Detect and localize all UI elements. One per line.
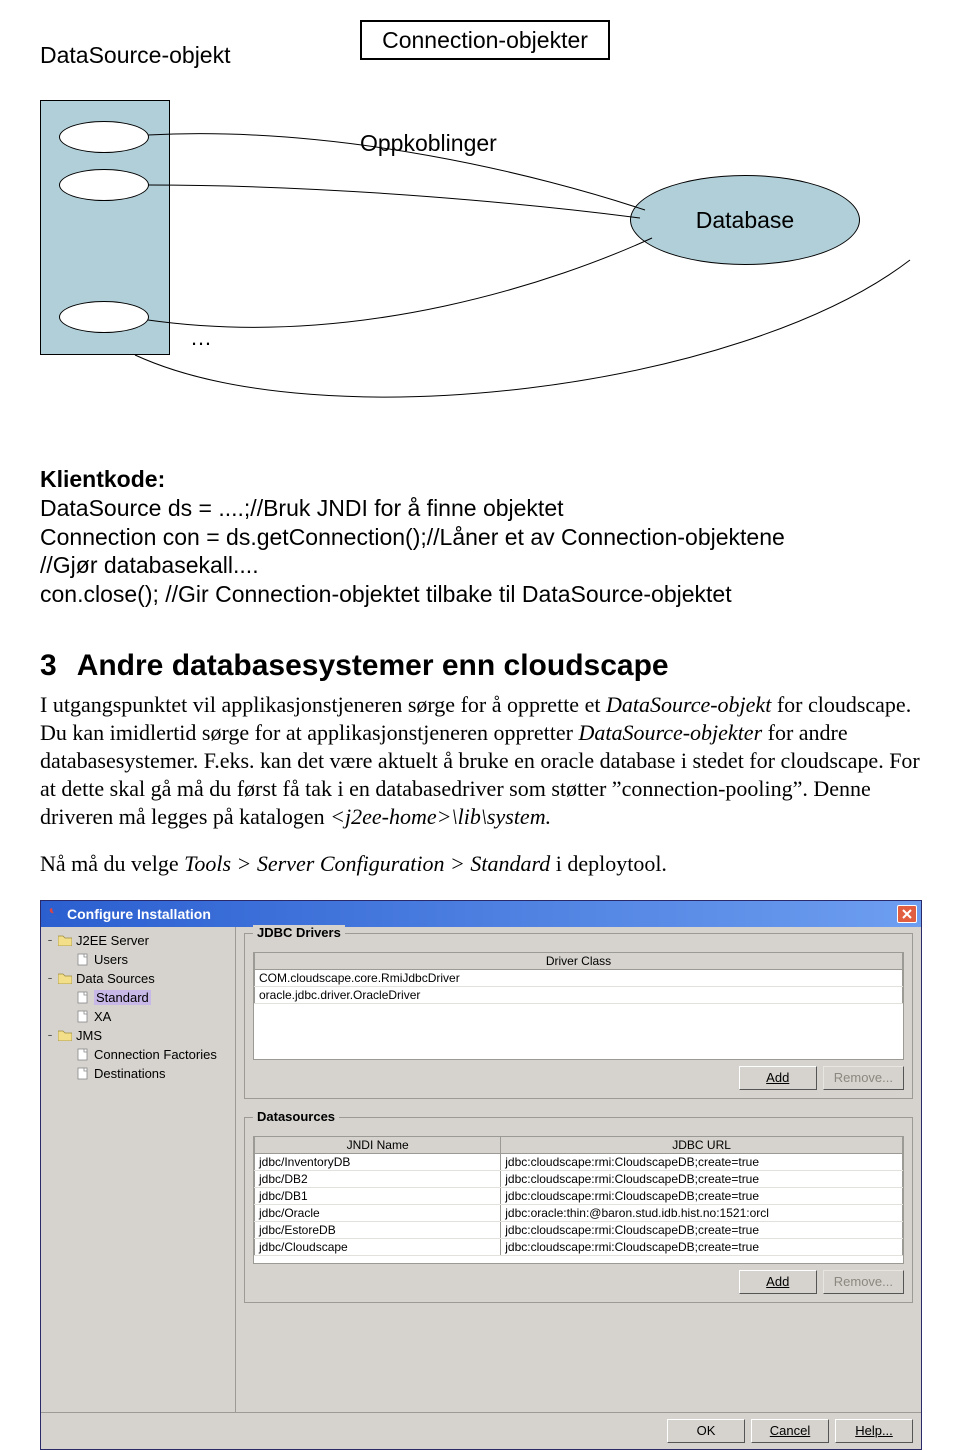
database-node: Database xyxy=(630,175,860,265)
nav-tree: - J2EE Server Users - Data Sources Standard XA… xyxy=(41,927,236,1412)
tree-collapse-icon[interactable]: - xyxy=(43,971,57,986)
drivers-table[interactable]: Driver Class COM.cloudscape.core.RmiJdbc… xyxy=(254,953,903,1005)
code-line: con.close(); //Gir Connection-objektet t… xyxy=(40,580,920,609)
tree-collapse-icon[interactable]: - xyxy=(43,933,57,948)
body-paragraph-2: Nå må du velge Tools > Server Configurat… xyxy=(40,850,920,878)
ds-col-jndi: JNDI Name xyxy=(255,1137,501,1154)
tree-item-selected[interactable]: Standard xyxy=(43,988,233,1007)
pool-connection-3 xyxy=(59,301,149,333)
driver-class-cell: oracle.jdbc.driver.OracleDriver xyxy=(255,987,903,1004)
tree-item-label: Destinations xyxy=(94,1066,166,1081)
tree-item[interactable]: XA xyxy=(43,1007,233,1026)
section-heading: 3 Andre databasesystemer enn cloudscape xyxy=(40,649,920,683)
tree-item-label: Standard xyxy=(94,990,151,1005)
database-label: Database xyxy=(696,207,794,234)
table-row[interactable]: jdbc/DB1jdbc:cloudscape:rmi:CloudscapeDB… xyxy=(255,1188,903,1205)
datasources-add-button[interactable]: Add xyxy=(739,1270,817,1294)
table-row[interactable]: jdbc/DB2jdbc:cloudscape:rmi:CloudscapeDB… xyxy=(255,1171,903,1188)
client-code-block: Klientkode: DataSource ds = ....;//Bruk … xyxy=(40,465,920,609)
document-icon xyxy=(75,952,91,966)
driver-class-cell: COM.cloudscape.core.RmiJdbcDriver xyxy=(255,970,903,987)
ds-col-url: JDBC URL xyxy=(501,1137,903,1154)
pool-connection-1 xyxy=(59,121,149,153)
code-heading: Klientkode: xyxy=(40,466,165,492)
jdbc-url-cell: jdbc:cloudscape:rmi:CloudscapeDB;create=… xyxy=(501,1171,903,1188)
tree-collapse-icon[interactable]: - xyxy=(43,1028,57,1043)
document-icon xyxy=(75,1047,91,1061)
pool-rect xyxy=(40,100,170,355)
code-line: //Gjør databasekall.... xyxy=(40,551,920,580)
close-icon xyxy=(902,909,912,919)
tree-item[interactable]: Destinations xyxy=(43,1064,233,1083)
dialog-button-bar: OK Cancel Help... xyxy=(41,1412,921,1449)
jdbc-url-cell: jdbc:cloudscape:rmi:CloudscapeDB;create=… xyxy=(501,1239,903,1256)
configure-installation-dialog: Configure Installation - J2EE Server Users… xyxy=(40,900,922,1450)
architecture-diagram: Connection-objekter DataSource-objekt Op… xyxy=(40,20,920,450)
folder-icon xyxy=(57,971,73,985)
help-button[interactable]: Help... xyxy=(835,1419,913,1443)
dialog-titlebar: Configure Installation xyxy=(41,901,921,927)
datasources-group: Datasources JNDI Name JDBC URL jdbc/Inve… xyxy=(244,1117,913,1303)
jdbc-url-cell: jdbc:cloudscape:rmi:CloudscapeDB;create=… xyxy=(501,1154,903,1171)
document-icon xyxy=(75,990,91,1004)
table-row[interactable]: oracle.jdbc.driver.OracleDriver xyxy=(255,987,903,1004)
datasources-remove-button[interactable]: Remove... xyxy=(823,1270,904,1294)
jndi-name-cell: jdbc/InventoryDB xyxy=(255,1154,501,1171)
content-pane: JDBC Drivers Driver Class COM.cloudscape… xyxy=(236,927,921,1412)
table-row[interactable]: jdbc/Cloudscapejdbc:cloudscape:rmi:Cloud… xyxy=(255,1239,903,1256)
tree-item-label: J2EE Server xyxy=(76,933,149,948)
connection-objects-box: Connection-objekter xyxy=(360,20,610,60)
tree-item-label: Data Sources xyxy=(76,971,155,986)
tree-item-label: Users xyxy=(94,952,128,967)
ok-button[interactable]: OK xyxy=(667,1419,745,1443)
table-row[interactable]: jdbc/InventoryDBjdbc:cloudscape:rmi:Clou… xyxy=(255,1154,903,1171)
jdbc-url-cell: jdbc:oracle:thin:@baron.stud.idb.hist.no… xyxy=(501,1205,903,1222)
datasources-legend: Datasources xyxy=(253,1109,339,1124)
drivers-remove-button[interactable]: Remove... xyxy=(823,1066,904,1090)
ellipsis: … xyxy=(190,325,212,351)
jndi-name-cell: jdbc/Oracle xyxy=(255,1205,501,1222)
body-paragraph-1: I utgangspunktet vil applikasjonstjenere… xyxy=(40,691,920,832)
jdbc-url-cell: jdbc:cloudscape:rmi:CloudscapeDB;create=… xyxy=(501,1188,903,1205)
folder-icon xyxy=(57,1028,73,1042)
datasource-label: DataSource-objekt xyxy=(40,42,231,69)
section-title: Andre databasesystemer enn cloudscape xyxy=(77,649,669,682)
jndi-name-cell: jdbc/DB2 xyxy=(255,1171,501,1188)
pool-connection-2 xyxy=(59,169,149,201)
tree-item-label: XA xyxy=(94,1009,111,1024)
section-number: 3 xyxy=(40,649,57,682)
tree-item[interactable]: - J2EE Server xyxy=(43,931,233,950)
jndi-name-cell: jdbc/DB1 xyxy=(255,1188,501,1205)
document-icon xyxy=(75,1066,91,1080)
java-icon xyxy=(45,906,61,922)
table-row[interactable]: jdbc/Oraclejdbc:oracle:thin:@baron.stud.… xyxy=(255,1205,903,1222)
jndi-name-cell: jdbc/EstoreDB xyxy=(255,1222,501,1239)
code-line: Connection con = ds.getConnection();//Lå… xyxy=(40,523,920,552)
tree-item[interactable]: - Data Sources xyxy=(43,969,233,988)
tree-item[interactable]: Connection Factories xyxy=(43,1045,233,1064)
dialog-title: Configure Installation xyxy=(67,906,211,922)
table-row[interactable]: COM.cloudscape.core.RmiJdbcDriver xyxy=(255,970,903,987)
jdbc-drivers-group: JDBC Drivers Driver Class COM.cloudscape… xyxy=(244,933,913,1099)
cancel-button[interactable]: Cancel xyxy=(751,1419,829,1443)
document-icon xyxy=(75,1009,91,1023)
folder-icon xyxy=(57,933,73,947)
tree-item-label: JMS xyxy=(76,1028,102,1043)
tree-item-label: Connection Factories xyxy=(94,1047,217,1062)
close-button[interactable] xyxy=(897,905,917,923)
jndi-name-cell: jdbc/Cloudscape xyxy=(255,1239,501,1256)
connections-label: Oppkoblinger xyxy=(360,130,497,157)
code-line: DataSource ds = ....;//Bruk JNDI for å f… xyxy=(40,494,920,523)
tree-item[interactable]: Users xyxy=(43,950,233,969)
drivers-col-header: Driver Class xyxy=(255,953,903,970)
drivers-add-button[interactable]: Add xyxy=(739,1066,817,1090)
table-row[interactable]: jdbc/EstoreDBjdbc:cloudscape:rmi:Cloudsc… xyxy=(255,1222,903,1239)
jdbc-url-cell: jdbc:cloudscape:rmi:CloudscapeDB;create=… xyxy=(501,1222,903,1239)
tree-item[interactable]: - JMS xyxy=(43,1026,233,1045)
connection-objects-label: Connection-objekter xyxy=(382,27,588,54)
datasources-table[interactable]: JNDI Name JDBC URL jdbc/InventoryDBjdbc:… xyxy=(254,1137,903,1257)
drivers-legend: JDBC Drivers xyxy=(253,925,345,940)
